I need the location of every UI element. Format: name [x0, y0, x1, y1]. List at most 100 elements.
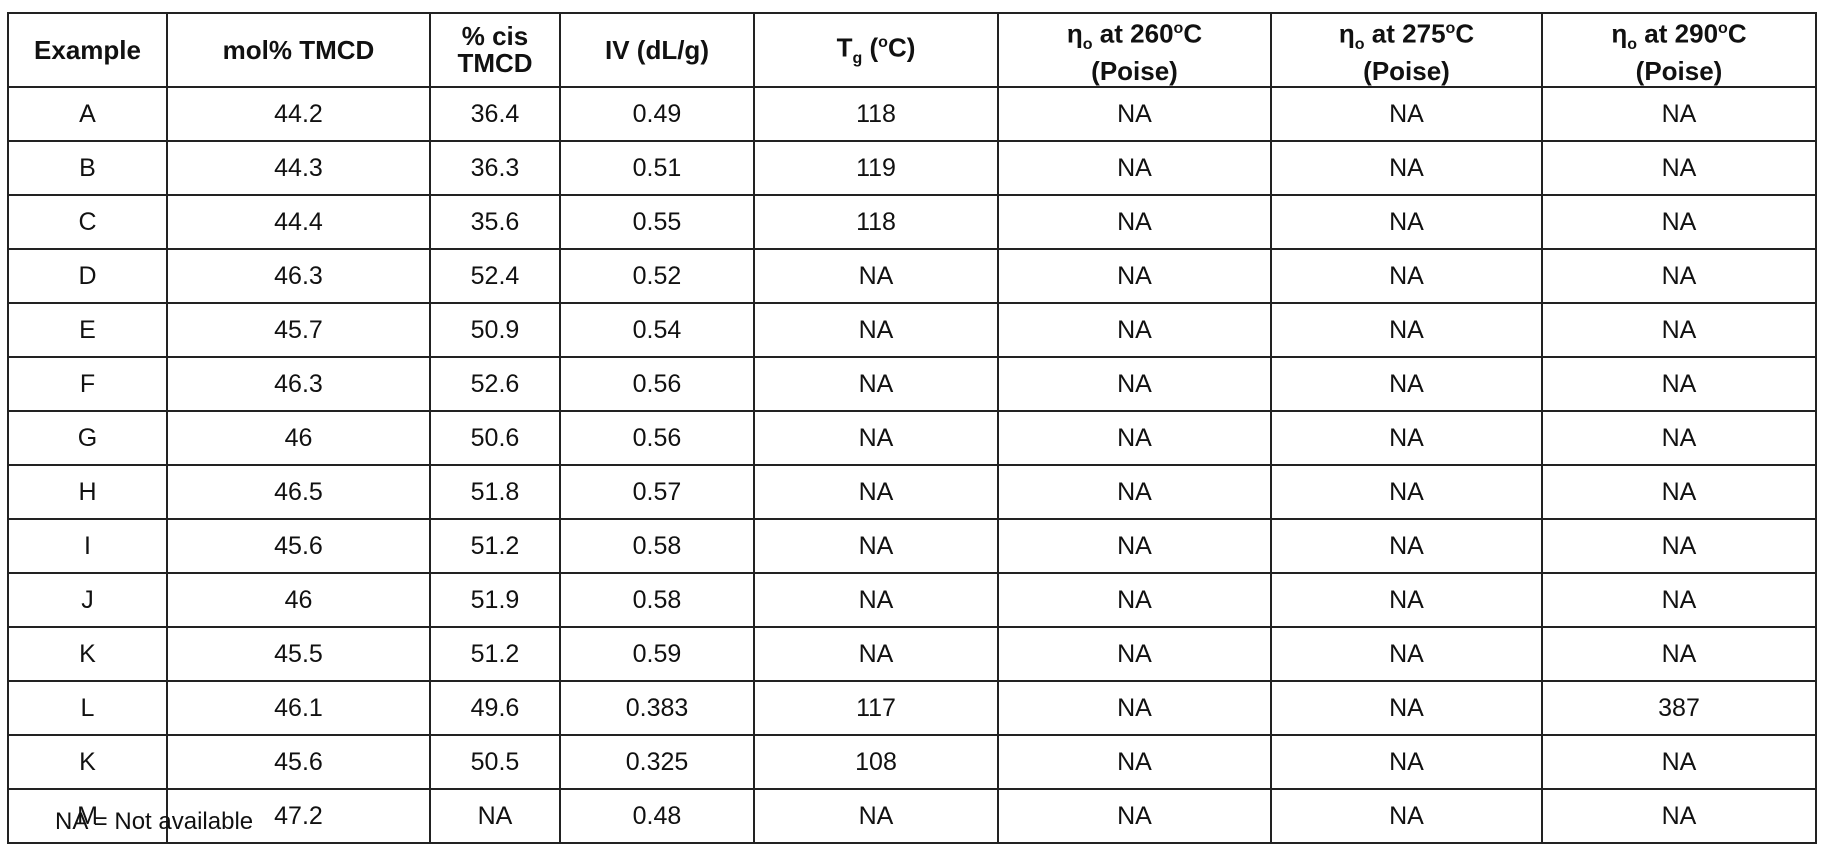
cell-mol-tmcd: 46.3 [166, 248, 431, 304]
table-row: C 44.4 35.6 0.55 118 NA NA NA [7, 194, 1817, 250]
cell-eta-290: NA [1541, 788, 1817, 844]
cell-eta-260: NA [997, 410, 1272, 466]
cell-cis-tmcd: 51.2 [429, 518, 561, 574]
table-row: G 46 50.6 0.56 NA NA NA NA [7, 410, 1817, 466]
cell-tg: 117 [753, 680, 999, 736]
cell-iv: 0.48 [559, 788, 755, 844]
cell-cis-tmcd: 50.5 [429, 734, 561, 790]
cell-cis-tmcd: 36.3 [429, 140, 561, 196]
cell-cis-tmcd: 35.6 [429, 194, 561, 250]
cell-example: K [7, 734, 168, 790]
cell-eta-260: NA [997, 140, 1272, 196]
cell-iv: 0.55 [559, 194, 755, 250]
cell-mol-tmcd: 45.6 [166, 734, 431, 790]
header-eta-260: ηo at 260oC (Poise) [997, 12, 1272, 88]
cell-eta-290: NA [1541, 302, 1817, 358]
cell-eta-275: NA [1270, 356, 1543, 412]
data-table: Example mol% TMCD % cis TMCD IV (dL/g) Tg… [7, 12, 1817, 844]
header-example: Example [7, 12, 168, 88]
cell-tg: 119 [753, 140, 999, 196]
cell-iv: 0.383 [559, 680, 755, 736]
cell-eta-275: NA [1270, 302, 1543, 358]
cell-eta-275: NA [1270, 734, 1543, 790]
header-mol-tmcd: mol% TMCD [166, 12, 431, 88]
cell-cis-tmcd: 51.9 [429, 572, 561, 628]
cell-mol-tmcd: 46 [166, 572, 431, 628]
cell-iv: 0.58 [559, 518, 755, 574]
cell-eta-260: NA [997, 680, 1272, 736]
table-row: H 46.5 51.8 0.57 NA NA NA NA [7, 464, 1817, 520]
cell-tg: NA [753, 410, 999, 466]
cell-eta-260: NA [997, 194, 1272, 250]
table-row: K 45.5 51.2 0.59 NA NA NA NA [7, 626, 1817, 682]
cell-tg: NA [753, 464, 999, 520]
cell-tg: NA [753, 248, 999, 304]
header-tg: Tg (oC) [753, 12, 999, 88]
cell-mol-tmcd: 45.5 [166, 626, 431, 682]
cell-eta-260: NA [997, 464, 1272, 520]
cell-example: B [7, 140, 168, 196]
cell-eta-260: NA [997, 356, 1272, 412]
cell-cis-tmcd: 51.8 [429, 464, 561, 520]
cell-tg: NA [753, 356, 999, 412]
cell-mol-tmcd: 46.5 [166, 464, 431, 520]
cell-eta-275: NA [1270, 464, 1543, 520]
table-row: M 47.2 NA 0.48 NA NA NA NA [7, 788, 1817, 844]
cell-example: G [7, 410, 168, 466]
cell-example: F [7, 356, 168, 412]
cell-eta-290: NA [1541, 194, 1817, 250]
table-row: I 45.6 51.2 0.58 NA NA NA NA [7, 518, 1817, 574]
cell-eta-260: NA [997, 518, 1272, 574]
table-row: F 46.3 52.6 0.56 NA NA NA NA [7, 356, 1817, 412]
cell-cis-tmcd: NA [429, 788, 561, 844]
table-row: K 45.6 50.5 0.325 108 NA NA NA [7, 734, 1817, 790]
cell-eta-290: NA [1541, 626, 1817, 682]
header-eta-290: ηo at 290oC (Poise) [1541, 12, 1817, 88]
cell-iv: 0.325 [559, 734, 755, 790]
cell-eta-290: NA [1541, 410, 1817, 466]
footnote: NA = Not available [55, 808, 254, 835]
cell-example: E [7, 302, 168, 358]
cell-example: K [7, 626, 168, 682]
table-row: E 45.7 50.9 0.54 NA NA NA NA [7, 302, 1817, 358]
cell-eta-290: 387 [1541, 680, 1817, 736]
cell-eta-260: NA [997, 626, 1272, 682]
cell-iv: 0.49 [559, 86, 755, 142]
cell-mol-tmcd: 46.3 [166, 356, 431, 412]
header-row: Example mol% TMCD % cis TMCD IV (dL/g) Tg… [7, 12, 1817, 88]
cell-tg: NA [753, 302, 999, 358]
cell-iv: 0.57 [559, 464, 755, 520]
cell-iv: 0.58 [559, 572, 755, 628]
cell-example: J [7, 572, 168, 628]
cell-eta-290: NA [1541, 248, 1817, 304]
cell-tg: NA [753, 626, 999, 682]
cell-mol-tmcd: 46 [166, 410, 431, 466]
table-row: J 46 51.9 0.58 NA NA NA NA [7, 572, 1817, 628]
cell-eta-290: NA [1541, 356, 1817, 412]
cell-example: A [7, 86, 168, 142]
cell-tg: 118 [753, 86, 999, 142]
cell-mol-tmcd: 46.1 [166, 680, 431, 736]
cell-iv: 0.51 [559, 140, 755, 196]
cell-iv: 0.52 [559, 248, 755, 304]
cell-iv: 0.54 [559, 302, 755, 358]
cell-tg: 118 [753, 194, 999, 250]
cell-eta-275: NA [1270, 518, 1543, 574]
cell-example: C [7, 194, 168, 250]
cell-eta-290: NA [1541, 518, 1817, 574]
cell-mol-tmcd: 45.7 [166, 302, 431, 358]
cell-eta-275: NA [1270, 248, 1543, 304]
cell-iv: 0.56 [559, 410, 755, 466]
cell-eta-260: NA [997, 734, 1272, 790]
cell-eta-260: NA [997, 572, 1272, 628]
table-row: D 46.3 52.4 0.52 NA NA NA NA [7, 248, 1817, 304]
cell-eta-260: NA [997, 248, 1272, 304]
cell-eta-275: NA [1270, 194, 1543, 250]
cell-example: D [7, 248, 168, 304]
cell-cis-tmcd: 51.2 [429, 626, 561, 682]
cell-tg: 108 [753, 734, 999, 790]
cell-iv: 0.59 [559, 626, 755, 682]
cell-mol-tmcd: 44.4 [166, 194, 431, 250]
cell-mol-tmcd: 44.2 [166, 86, 431, 142]
table-row: L 46.1 49.6 0.383 117 NA NA 387 [7, 680, 1817, 736]
